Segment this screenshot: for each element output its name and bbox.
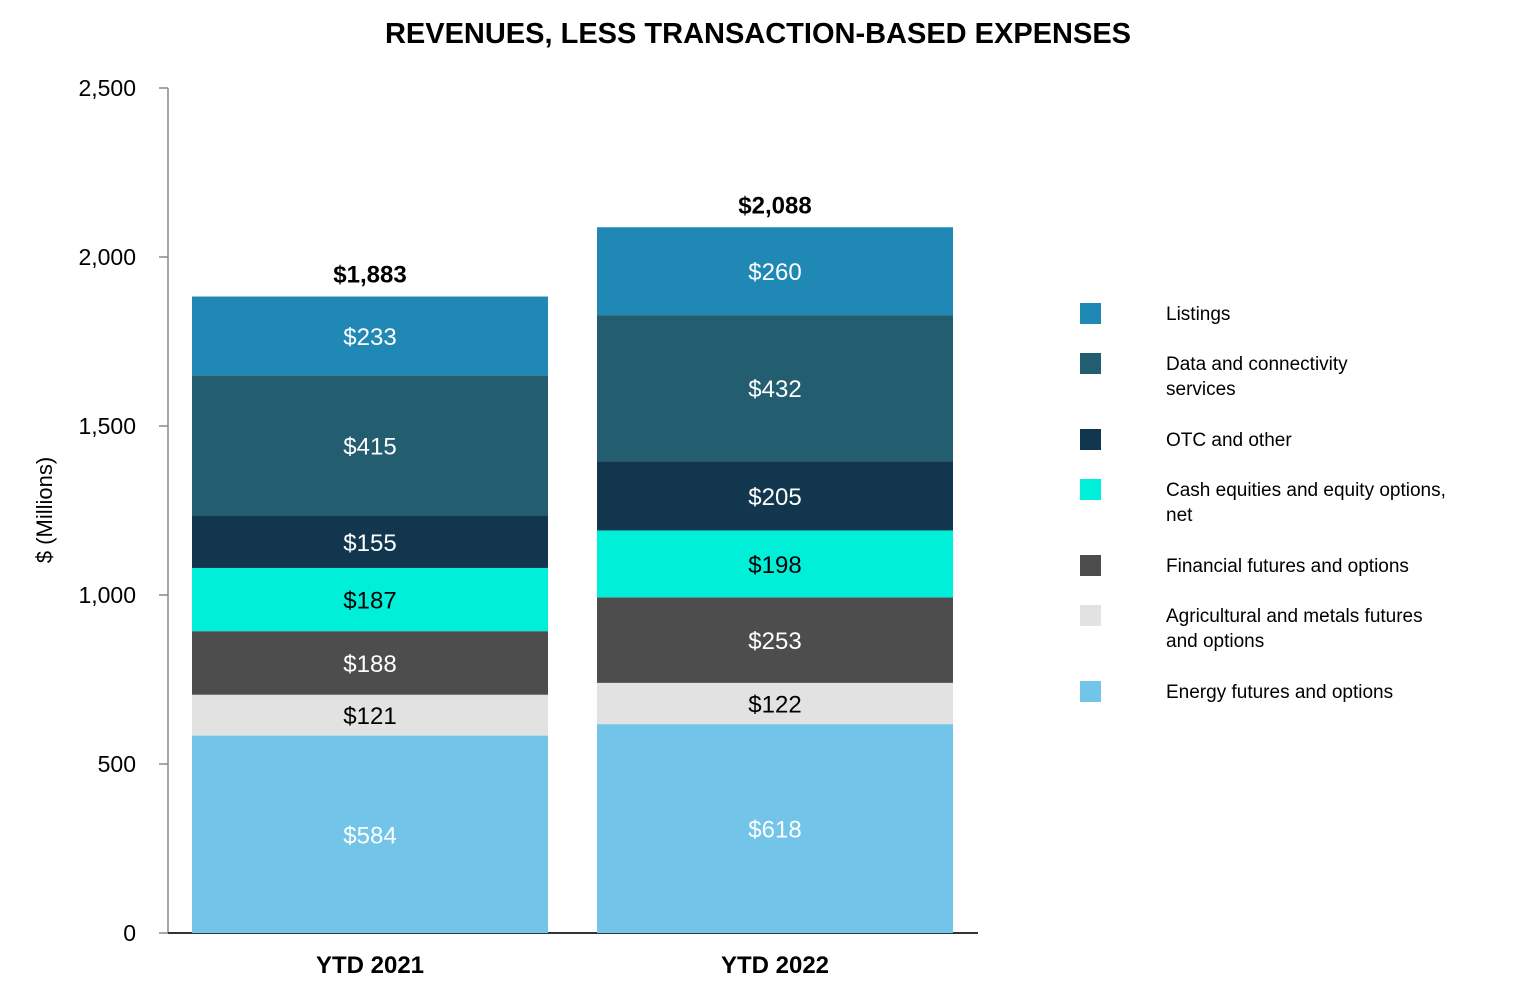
bar-segment (597, 315, 953, 462)
legend-label: Energy futures and options (1166, 682, 1394, 703)
data-label: $187 (343, 588, 396, 615)
bar-segment (192, 694, 548, 736)
bar-segment (597, 682, 953, 725)
data-label: $233 (343, 324, 396, 351)
y-tick-label: 0 (123, 920, 136, 946)
bar-segment (192, 735, 548, 933)
y-axis-label: $ (Millions) (32, 457, 57, 563)
data-label: $584 (343, 822, 396, 849)
legend-swatch (1080, 479, 1101, 500)
bar-segment (192, 375, 548, 516)
bar-segment (597, 597, 953, 683)
legend-label: Agricultural and metals futures and opti… (1166, 606, 1423, 652)
bar-segment (192, 631, 548, 695)
data-label: $198 (748, 552, 801, 579)
legend-item: Energy futures and options (1080, 680, 1510, 730)
bar-segment (597, 724, 953, 933)
legend-swatch (1080, 605, 1101, 626)
x-tick-label: YTD 2021 (316, 952, 424, 979)
legend-swatch (1080, 555, 1101, 576)
legend-item: Data and connectivity services (1080, 352, 1510, 428)
legend-item: Listings (1080, 302, 1510, 352)
bar-segment (192, 567, 548, 632)
total-label: $1,883 (333, 262, 406, 289)
legend-item: Financial futures and options (1080, 554, 1510, 604)
data-label: $205 (748, 484, 801, 511)
x-tick-label: YTD 2022 (721, 952, 829, 979)
data-label: $432 (748, 376, 801, 403)
legend-item: Agricultural and metals futures and opti… (1080, 604, 1510, 680)
legend-label: OTC and other (1166, 430, 1292, 451)
data-label: $260 (748, 259, 801, 286)
data-label: $155 (343, 530, 396, 557)
y-tick-label: 2,500 (78, 75, 136, 101)
chart-title: REVENUES, LESS TRANSACTION-BASED EXPENSE… (385, 18, 1131, 50)
legend-item: Cash equities and equity options, net (1080, 478, 1510, 554)
bar-segment (192, 296, 548, 376)
legend-item: OTC and other (1080, 428, 1510, 478)
data-label: $253 (748, 628, 801, 655)
y-tick-label: 1,500 (78, 413, 136, 439)
data-label: $121 (343, 703, 396, 730)
data-label: $415 (343, 433, 396, 460)
legend-label: Data and connectivity services (1166, 354, 1348, 400)
total-label: $2,088 (738, 192, 811, 219)
legend-label: Listings (1166, 304, 1231, 325)
y-tick-label: 500 (98, 751, 136, 777)
bar-segment (597, 461, 953, 531)
y-tick-label: 1,000 (78, 582, 136, 608)
bar-segment (597, 530, 953, 598)
data-label: $618 (748, 817, 801, 844)
legend-swatch (1080, 429, 1101, 450)
legend-label: Cash equities and equity options, net (1166, 480, 1446, 526)
bar-segment (597, 227, 953, 316)
legend-swatch (1080, 353, 1101, 374)
legend-swatch (1080, 681, 1101, 702)
bar-segment (192, 515, 548, 568)
y-tick-label: 2,000 (78, 244, 136, 270)
data-label: $188 (343, 651, 396, 678)
data-label: $122 (748, 691, 801, 718)
legend-label: Financial futures and options (1166, 556, 1409, 577)
legend: Listings Data and connectivity services OT… (1080, 302, 1510, 730)
legend-swatch (1080, 303, 1101, 324)
